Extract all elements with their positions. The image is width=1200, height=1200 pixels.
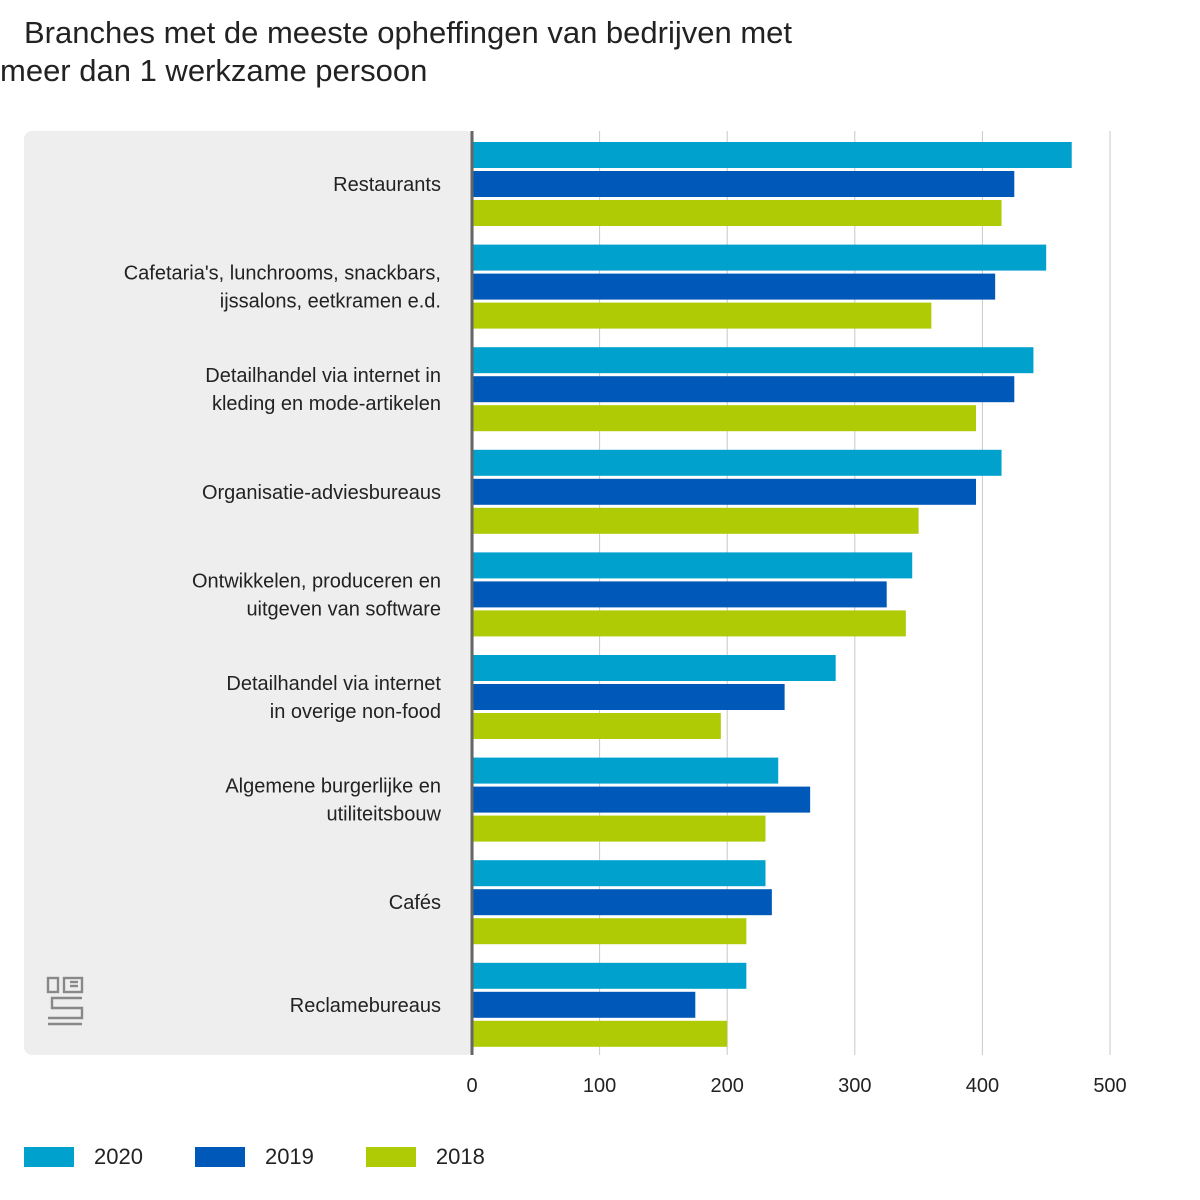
bar-2020-8	[472, 962, 747, 989]
category-label-line: Restaurants	[333, 174, 441, 196]
bars	[472, 142, 1072, 1047]
category-label-7: Cafés	[389, 892, 441, 914]
x-tick-label-400: 400	[966, 1075, 999, 1097]
bar-2020-2	[472, 347, 1034, 374]
chart-title-line-1: Branches met de meeste opheffingen van b…	[24, 15, 793, 50]
x-tick-label-200: 200	[711, 1075, 744, 1097]
bar-2020-4	[472, 552, 913, 579]
category-label-line: Reclamebureaus	[290, 995, 441, 1017]
bar-2019-3	[472, 478, 977, 505]
bar-2018-1	[472, 302, 932, 329]
bar-2018-7	[472, 918, 747, 945]
category-label-line: in overige non-food	[270, 701, 441, 723]
category-label-line: ijssalons, eetkramen e.d.	[220, 291, 441, 313]
bar-2020-6	[472, 757, 779, 784]
bar-2019-5	[472, 684, 785, 710]
category-label-line: Cafetaria's, lunchrooms, snackbars,	[124, 263, 441, 285]
bar-2019-4	[472, 581, 887, 608]
legend-item-2019: 2019	[194, 1144, 314, 1170]
bar-2020-3	[472, 449, 1002, 476]
label-panel-background	[24, 131, 474, 1055]
category-label-line: kleding en mode-artikelen	[212, 393, 441, 415]
bar-2018-2	[472, 405, 977, 432]
x-tick-label-300: 300	[838, 1075, 871, 1097]
legend-label-2019: 2019	[264, 1144, 314, 1169]
bar-2020-0	[472, 142, 1072, 168]
legend-item-2018: 2018	[365, 1144, 485, 1170]
category-label-5: Detailhandel via internet in overige non-…	[226, 673, 441, 723]
legend-swatch-2018	[365, 1147, 416, 1167]
x-tick-label-500: 500	[1093, 1075, 1126, 1097]
category-label-1: Cafetaria's, lunchrooms, snackbars, ijssa…	[124, 263, 441, 313]
x-tick-label-0: 0	[466, 1075, 477, 1097]
x-axis-ticks: 0 100 200 300 400 500	[466, 1075, 1126, 1097]
category-label-line: Detailhandel via internet in	[205, 365, 441, 387]
category-label-line: Algemene burgerlijke en	[225, 776, 441, 798]
bar-2018-0	[472, 200, 1002, 226]
category-label-8: Reclamebureaus	[290, 995, 441, 1017]
category-label-line: Detailhandel via internet	[226, 673, 441, 695]
legend-label-2018: 2018	[435, 1144, 485, 1169]
bar-2019-7	[472, 889, 772, 916]
legend-swatch-2020	[24, 1147, 74, 1167]
category-label-3: Organisatie-adviesbureaus	[202, 482, 441, 504]
category-label-line: Cafés	[389, 892, 441, 914]
bar-2018-4	[472, 610, 906, 637]
category-labels: Restaurants Cafetaria's, lunchrooms, snac…	[124, 174, 442, 1017]
category-label-2: Detailhandel via internet in kleding en m…	[205, 365, 441, 415]
cbs-logo-icon	[46, 976, 84, 1026]
category-label-6: Algemene burgerlijke en utiliteitsbouw	[225, 776, 441, 826]
bar-2019-1	[472, 273, 996, 300]
bar-2018-5	[472, 713, 721, 739]
bar-2020-7	[472, 860, 766, 887]
category-label-line: Ontwikkelen, produceren en	[192, 570, 441, 592]
chart-title: Branches met de meeste opheffingen van b…	[0, 14, 900, 90]
bar-2019-8	[472, 991, 696, 1018]
bar-2019-2	[472, 376, 1015, 403]
category-label-line: utiliteitsbouw	[326, 804, 441, 826]
bar-2018-8	[472, 1020, 728, 1047]
legend-item-2020: 2020	[24, 1144, 143, 1170]
category-label-line: uitgeven van software	[246, 598, 441, 620]
legend: 2020 2019 2018	[24, 1144, 537, 1170]
x-tick-label-100: 100	[583, 1075, 616, 1097]
legend-label-2020: 2020	[94, 1144, 143, 1169]
category-label-4: Ontwikkelen, produceren en uitgeven van s…	[192, 570, 441, 620]
category-label-0: Restaurants	[333, 174, 441, 196]
category-label-line: Organisatie-adviesbureaus	[202, 482, 441, 504]
bar-2020-1	[472, 244, 1047, 271]
bar-2019-6	[472, 786, 811, 813]
bar-2019-0	[472, 171, 1015, 197]
bar-2018-6	[472, 815, 766, 842]
chart-title-line-2: meer dan 1 werkzame persoon	[0, 53, 428, 88]
bar-2018-3	[472, 507, 919, 534]
bar-2020-5	[472, 655, 836, 681]
legend-swatch-2019	[194, 1147, 245, 1167]
